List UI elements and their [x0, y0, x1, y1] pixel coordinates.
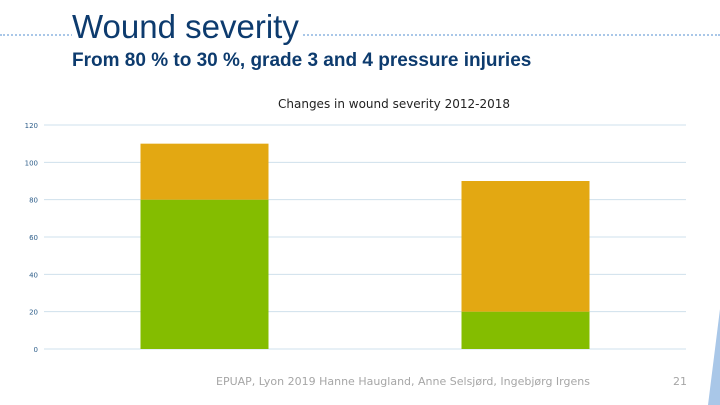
- bar-segment-2-2: [461, 181, 590, 312]
- title-divider: [0, 34, 720, 36]
- y-tick-label: 120: [25, 122, 38, 130]
- footer-citation: EPUAP, Lyon 2019 Hanne Haugland, Anne Se…: [216, 375, 590, 388]
- y-axis-ticks: 0 20 40 60 80 100 120: [25, 122, 38, 354]
- gridlines: [44, 124, 686, 350]
- y-tick-label: 80: [29, 197, 38, 205]
- bar-segment-2-1: [461, 311, 590, 349]
- y-tick-label: 40: [29, 271, 38, 279]
- bar-segment-1-2: [140, 143, 269, 200]
- slide-title: Wound severity: [72, 10, 303, 43]
- slide-subtitle: From 80 % to 30 %, grade 3 and 4 pressur…: [72, 50, 532, 71]
- page-number: 21: [673, 375, 687, 388]
- y-tick-label: 100: [25, 159, 38, 167]
- y-tick-label: 0: [34, 346, 38, 354]
- corner-ribbon: [708, 309, 720, 405]
- bars: [140, 143, 590, 349]
- chart-title: Changes in wound severity 2012-2018: [278, 97, 510, 111]
- y-tick-label: 20: [29, 309, 38, 317]
- y-tick-label: 60: [29, 234, 38, 242]
- bar-segment-1-1: [140, 199, 269, 349]
- stacked-bar-chart: 0 20 40 60 80 100 120: [25, 122, 686, 354]
